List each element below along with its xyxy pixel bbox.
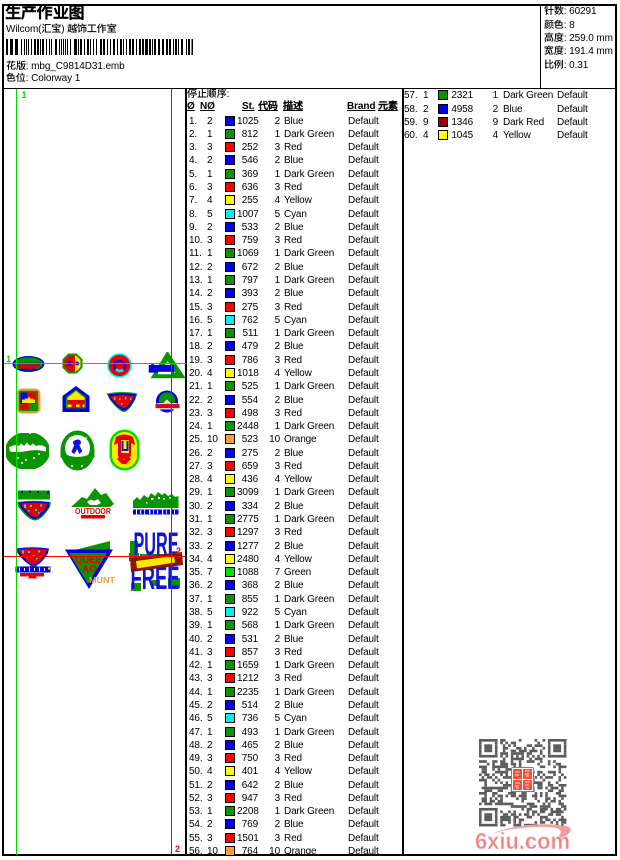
svg-text:QUEE: QUEE bbox=[75, 554, 102, 566]
svg-text:OUTDOOR: OUTDOOR bbox=[75, 507, 111, 516]
svg-text:MUNT: MUNT bbox=[89, 575, 116, 585]
svg-text:6xiu.com: 6xiu.com bbox=[475, 828, 570, 854]
svg-text:AO: AO bbox=[82, 565, 97, 576]
